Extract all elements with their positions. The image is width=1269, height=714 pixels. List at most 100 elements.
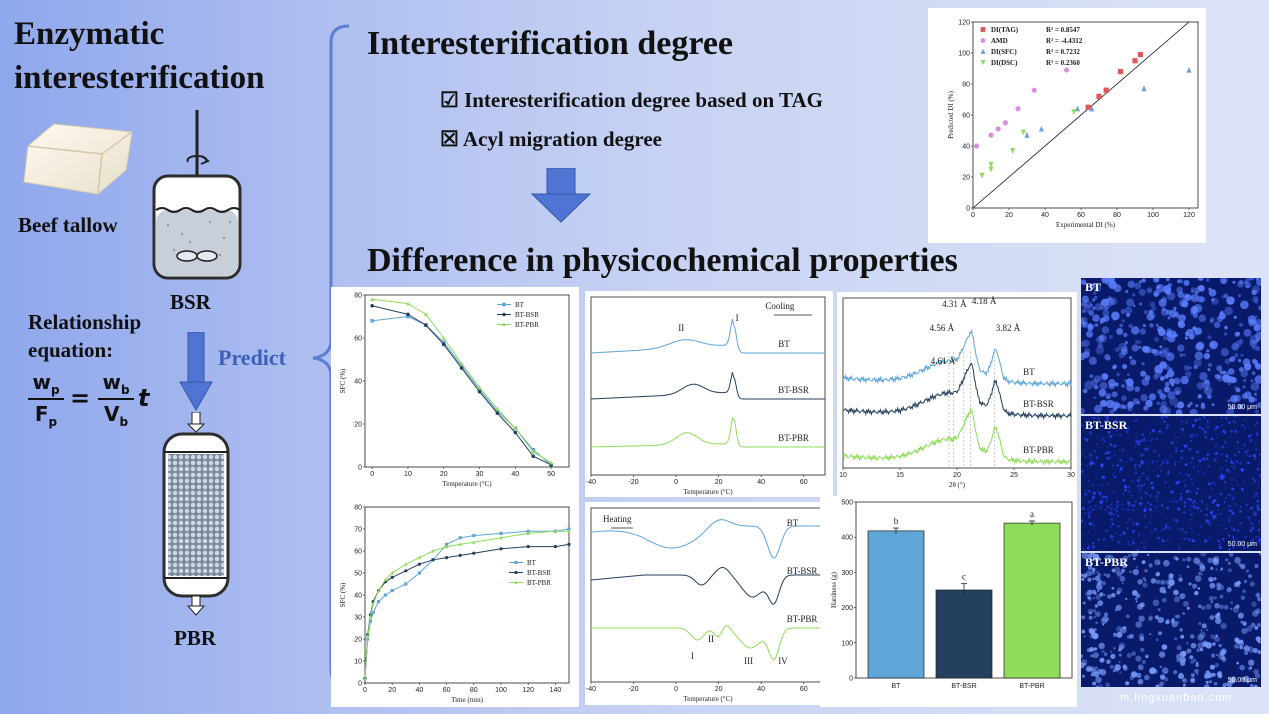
crystal-speck [1127, 405, 1133, 412]
crystal-speck [1101, 495, 1106, 499]
data-point [472, 534, 476, 538]
crystal-speck [1126, 522, 1128, 525]
significance-letter: b [894, 516, 899, 526]
crystal-speck [1095, 685, 1099, 687]
annotation-heating: Heating [603, 514, 632, 524]
crystal-speck [1104, 354, 1111, 361]
y-tick-label: 40 [354, 593, 362, 600]
crystal-speck [1247, 666, 1252, 671]
crystal-speck [1156, 460, 1159, 463]
crystal-speck [1162, 618, 1165, 621]
crystal-speck [1192, 326, 1197, 331]
crystal-speck [1193, 504, 1195, 507]
crystal-speck [1257, 510, 1259, 512]
crystal-speck [1241, 470, 1244, 473]
data-point [445, 544, 449, 549]
crystal-speck [1099, 500, 1104, 504]
crystal-speck [1252, 514, 1255, 517]
crystal-speck [1230, 460, 1233, 464]
crystal-speck [1100, 617, 1108, 625]
crystal-speck [1113, 284, 1122, 293]
crystal-speck [1122, 465, 1124, 467]
crystal-speck [1119, 467, 1122, 470]
crystal-speck [1144, 568, 1148, 573]
crystal-speck [1206, 453, 1210, 457]
x-tick-label: 100 [1147, 212, 1159, 219]
crystal-speck [1223, 501, 1226, 503]
crystal-speck [1254, 492, 1258, 496]
crystal-speck [1116, 631, 1123, 638]
crystal-speck [1088, 506, 1090, 508]
crystal-speck [1177, 291, 1184, 298]
crystal-speck [1087, 490, 1089, 492]
crystal-speck [1147, 478, 1150, 481]
crystal-speck [1140, 453, 1143, 457]
data-point [459, 366, 464, 370]
down-arrow-icon-2 [530, 168, 592, 223]
properties-heading: Difference in physicochemical properties [367, 242, 958, 279]
crystal-speck [1193, 557, 1200, 564]
crystal-speck [1224, 558, 1229, 562]
crystal-speck [1176, 657, 1181, 663]
crystal-speck [1237, 612, 1244, 619]
data-point [980, 27, 986, 32]
crystal-speck [1115, 444, 1117, 447]
crystal-speck [1155, 684, 1160, 687]
crystal-speck [1208, 522, 1211, 526]
data-point [567, 527, 571, 531]
crystal-speck [1177, 321, 1186, 329]
crystal-speck [1259, 553, 1261, 556]
crystal-speck [1164, 481, 1167, 484]
data-point [472, 540, 476, 544]
crystal-speck [1125, 681, 1130, 686]
crystal-speck [1187, 404, 1191, 408]
crystal-speck [1107, 482, 1110, 485]
crystal-speck [1099, 469, 1101, 471]
crystal-speck [1252, 346, 1256, 350]
crystal-speck [1175, 390, 1180, 395]
crystal-speck [1084, 300, 1092, 309]
x-tick-label: 10 [404, 471, 412, 478]
crystal-speck [1147, 553, 1150, 557]
crystal-speck [1254, 423, 1257, 427]
crystal-speck [1250, 379, 1254, 383]
crystal-speck [1113, 513, 1116, 516]
crystal-speck [1210, 437, 1214, 441]
data-point [424, 323, 428, 327]
crystal-speck [1199, 563, 1205, 570]
crystal-speck [1220, 467, 1223, 470]
crystal-speck [1211, 297, 1219, 306]
crystal-speck [1154, 615, 1159, 620]
crystal-speck [1082, 573, 1088, 579]
data-point [495, 411, 500, 416]
crystal-speck [1082, 304, 1091, 313]
x-tick-label: 25 [1010, 472, 1018, 479]
crystal-speck [1167, 585, 1172, 589]
crystal-speck [1198, 622, 1202, 626]
crystal-speck [1157, 474, 1160, 478]
crystal-speck [1253, 684, 1258, 687]
micrograph-bt-bsr: BT-BSR 50.00 μm [1081, 416, 1261, 551]
crystal-speck [1090, 505, 1092, 508]
crystal-speck [1092, 608, 1097, 613]
crystal-speck [1096, 589, 1100, 593]
crystal-speck [1084, 380, 1094, 390]
crystal-speck [1092, 524, 1095, 527]
crystal-speck [1141, 485, 1144, 488]
crystal-speck [1173, 670, 1178, 675]
crystal-speck [1134, 386, 1140, 392]
crystal-speck [1129, 633, 1134, 639]
crystal-speck [1243, 579, 1248, 583]
crystal-speck [1178, 673, 1184, 680]
data-point [441, 340, 446, 345]
crystal-speck [1247, 434, 1251, 438]
crystal-speck [1145, 525, 1148, 528]
crystal-speck [1136, 672, 1142, 678]
crystal-speck [1116, 503, 1119, 506]
crystal-speck [1185, 473, 1188, 475]
crystal-speck [1107, 357, 1111, 361]
crystal-speck [1141, 433, 1144, 436]
crystal-speck [1220, 278, 1228, 284]
x-axis-label: Time (min) [451, 696, 483, 704]
crystal-speck [1131, 344, 1139, 352]
